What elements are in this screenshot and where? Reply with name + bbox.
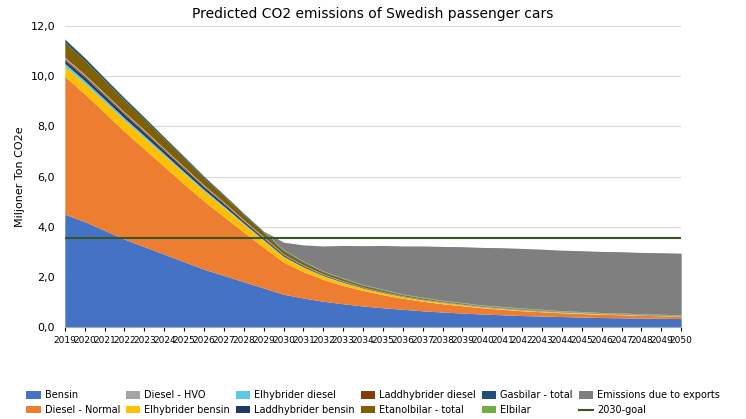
Y-axis label: Miljoner Ton CO2e: Miljoner Ton CO2e [15,126,25,227]
Title: Predicted CO2 emissions of Swedish passenger cars: Predicted CO2 emissions of Swedish passe… [192,7,554,21]
Legend: Bensin, Diesel - Normal, Diesel - HVO, Elhybrider bensin, Elhybrider diesel, Lad: Bensin, Diesel - Normal, Diesel - HVO, E… [26,390,720,415]
